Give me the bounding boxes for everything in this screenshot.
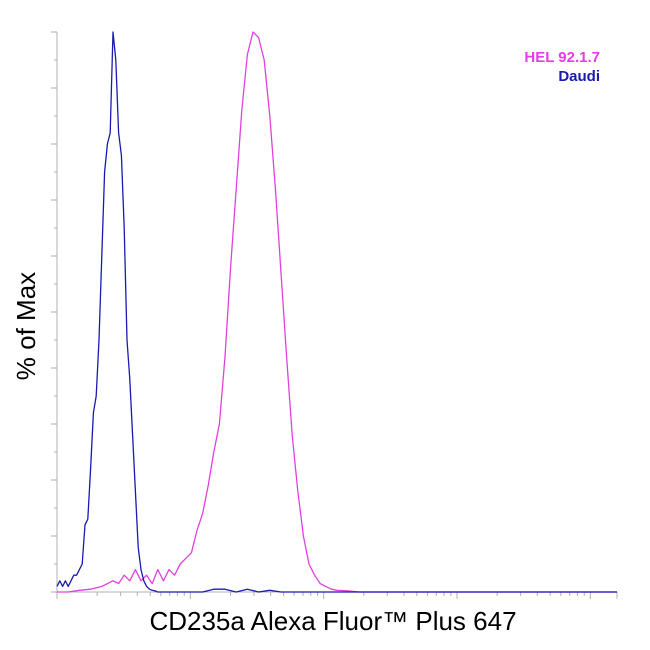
- y-axis-label: % of Max: [11, 272, 41, 380]
- legend-entry: HEL 92.1.7: [524, 49, 600, 66]
- legend-entry: Daudi: [558, 68, 600, 85]
- x-axis-label: CD235a Alexa Fluor™ Plus 647: [149, 606, 516, 636]
- series-line-0: [57, 31, 617, 593]
- series-line-1: [56, 31, 617, 593]
